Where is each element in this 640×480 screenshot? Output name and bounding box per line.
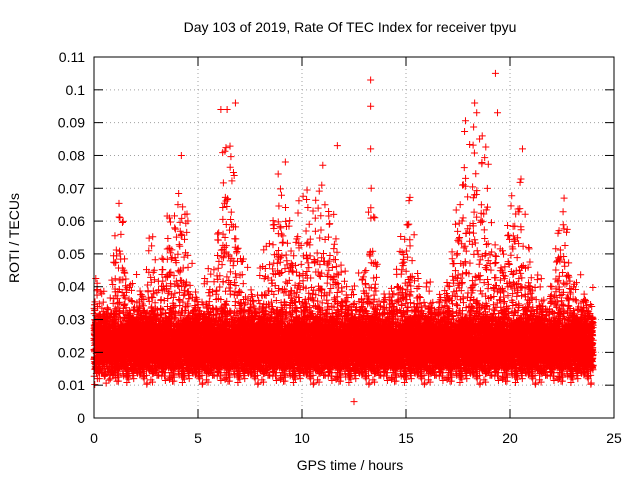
data-point [95, 375, 103, 383]
data-point [108, 276, 116, 284]
data-point [112, 246, 120, 254]
data-point [91, 306, 99, 314]
data-points [90, 69, 597, 406]
x-axis-title: GPS time / hours [297, 457, 404, 473]
data-point [97, 288, 105, 296]
data-point [99, 298, 107, 306]
data-point [103, 305, 111, 313]
data-point [113, 252, 121, 260]
data-point [111, 232, 119, 240]
chart-title: Day 103 of 2019, Rate Of TEC Index for r… [184, 19, 517, 35]
data-point [106, 375, 114, 383]
data-point [111, 275, 119, 283]
data-point [92, 274, 100, 282]
data-point [109, 280, 117, 288]
data-point [105, 376, 113, 384]
y-axis-title: ROTI / TECUs [6, 193, 22, 283]
data-point [109, 299, 117, 307]
data-point [95, 300, 103, 308]
data-point [91, 298, 99, 306]
data-point [106, 294, 114, 302]
data-point [93, 279, 101, 287]
data-point [104, 306, 112, 314]
data-point [112, 258, 120, 266]
data-point [91, 380, 99, 388]
data-point [100, 287, 108, 295]
